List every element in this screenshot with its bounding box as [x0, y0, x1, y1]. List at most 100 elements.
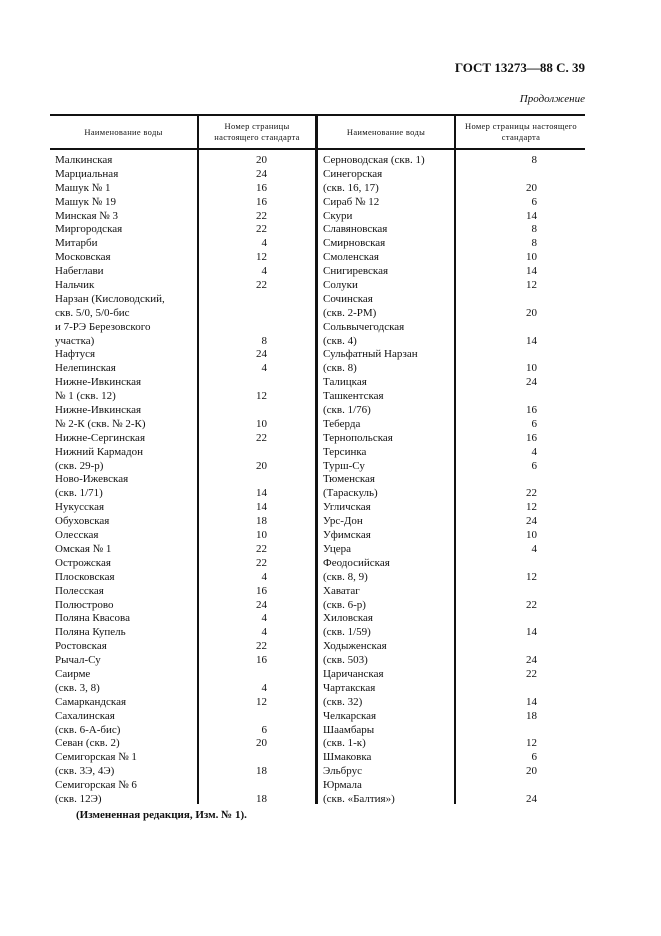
water-name: Угличская [323, 501, 371, 514]
water-name: Смоленская [323, 251, 379, 264]
water-name: Нафтуся [55, 348, 96, 361]
table-row: Тернопольская 16 [323, 432, 585, 446]
page-number: 4 [261, 626, 268, 639]
page-number: 10 [256, 529, 267, 542]
water-name: Смирновская [323, 237, 386, 250]
table-row: Феодосийская [323, 557, 585, 571]
table-row: (Тараскуль) 22 [323, 487, 585, 501]
water-name: (скв. 6-р) [323, 598, 366, 611]
table-row: Семигорская № 6 [55, 779, 310, 793]
water-name: (скв. 8) [323, 362, 357, 375]
water-name: (скв. 1/76) [323, 404, 371, 417]
water-name: Урс-Дон [323, 515, 363, 528]
table-row: Ново-Ижевская [55, 473, 310, 487]
page-number: 24 [526, 654, 537, 667]
page-number: 24 [256, 167, 267, 180]
page-number: 4 [261, 237, 268, 250]
page-number: 6 [261, 723, 268, 736]
water-name: Серноводская (скв. 1) [323, 154, 425, 166]
page-number: 12 [526, 279, 537, 292]
table-row: (скв. 8) 10 [323, 362, 585, 376]
page-number: 6 [531, 195, 538, 208]
table-row: Сульфатный Нарзан [323, 348, 585, 362]
water-name: участка) [55, 334, 95, 347]
water-name: Самаркандская [55, 695, 127, 708]
table-row: участка) 8 [55, 335, 310, 349]
table-row: Севан (скв. 2) 20 [55, 737, 310, 751]
water-name: Нижне-Ивкинская [55, 376, 142, 389]
col-header-name-right: Наименование воды [346, 126, 426, 137]
page-number: 6 [531, 459, 538, 472]
water-name: Семигорская № 6 [55, 779, 137, 792]
page-number: 12 [526, 570, 537, 583]
water-name: Московская [55, 251, 111, 264]
water-name: Нижний Кармадон [55, 445, 143, 458]
table-row: Нижний Кармадон [55, 446, 310, 460]
water-name: Снигиревская [323, 265, 389, 278]
table-row: Хиловская [323, 612, 585, 626]
water-name: № 1 (скв. 12) [55, 390, 116, 403]
water-name: Талицкая [323, 376, 367, 389]
table-row: Серноводская (скв. 1) 8 [323, 154, 585, 168]
table-row: Ходыженская [323, 640, 585, 654]
water-name: (скв. 1-к) [323, 737, 366, 750]
page-number: 8 [261, 334, 268, 347]
table-row: (скв. 2-РМ) 20 [323, 307, 585, 321]
page-number: 16 [526, 431, 537, 444]
water-name: (скв. 6-А-бис) [55, 723, 121, 736]
page-number: 18 [526, 709, 537, 722]
page-number: 12 [256, 695, 267, 708]
water-name: (скв. 29-р) [55, 459, 104, 472]
table-row: Уцера 4 [323, 543, 585, 557]
table-row: скв. 5/0, 5/0-бис [55, 307, 310, 321]
water-name: (скв. 16, 17) [323, 181, 379, 194]
water-name: (скв. 8, 9) [323, 570, 368, 583]
table-row: Смоленская 10 [323, 251, 585, 265]
table-row: (скв. 16, 17) 20 [323, 182, 585, 196]
water-name: Сульфатный Нарзан [323, 348, 418, 361]
table-row: Нижне-Ивкинская [55, 376, 310, 390]
table-row: Рычал-Су 16 [55, 654, 310, 668]
table-row: Сочинская [323, 293, 585, 307]
table-row: (скв. 4) 14 [323, 335, 585, 349]
page-number: 24 [256, 598, 267, 611]
water-name: Нелепинская [55, 362, 116, 375]
table-row: Скури 14 [323, 210, 585, 224]
table-row: Миргородская 22 [55, 223, 310, 237]
water-name: Славяновская [323, 223, 388, 236]
col-header-page-right: Номер страницы настоящего стандарта [465, 121, 577, 142]
page-number: 16 [256, 654, 267, 667]
table-row: Угличская 12 [323, 501, 585, 515]
water-name: Полюстрово [55, 598, 114, 611]
water-name: Рычал-Су [55, 654, 101, 667]
page-number: 12 [256, 390, 267, 403]
page-number: 14 [256, 501, 267, 514]
table-row: Митарби 4 [55, 237, 310, 251]
water-name: и 7-РЭ Березовского [55, 320, 151, 333]
table-row: Нижне-Сергинская 22 [55, 432, 310, 446]
table-row: Поляна Квасова 4 [55, 612, 310, 626]
table-row: (скв. 1/76) 16 [323, 404, 585, 418]
water-name: (скв. 3, 8) [55, 681, 100, 694]
page-number: 14 [526, 695, 537, 708]
water-name: Марциальная [55, 167, 119, 180]
page-number: 12 [526, 501, 537, 514]
table-row: Нукусская 14 [55, 501, 310, 515]
page-number: 22 [256, 431, 267, 444]
table-row: Урс-Дон 24 [323, 515, 585, 529]
water-name: (Тараскуль) [323, 487, 378, 500]
col-header-name-left: Наименование воды [84, 126, 163, 137]
table-row: (скв. 29-р) 20 [55, 460, 310, 474]
water-name: Нижне-Ивкинская [55, 404, 142, 417]
table-row: (скв. 32) 14 [323, 696, 585, 710]
table-row: (скв. «Балтия») 24 [323, 793, 585, 807]
table-row: Юрмала [323, 779, 585, 793]
page-number: 20 [256, 459, 267, 472]
table-row: (скв. 3, 8) 4 [55, 682, 310, 696]
water-name: Шмаковка [323, 751, 372, 764]
table-row: Самаркандская 12 [55, 696, 310, 710]
table-row: Хаватаг [323, 585, 585, 599]
column-divider [197, 114, 199, 804]
page-number: 22 [256, 279, 267, 292]
table-row: Славяновская 8 [323, 223, 585, 237]
